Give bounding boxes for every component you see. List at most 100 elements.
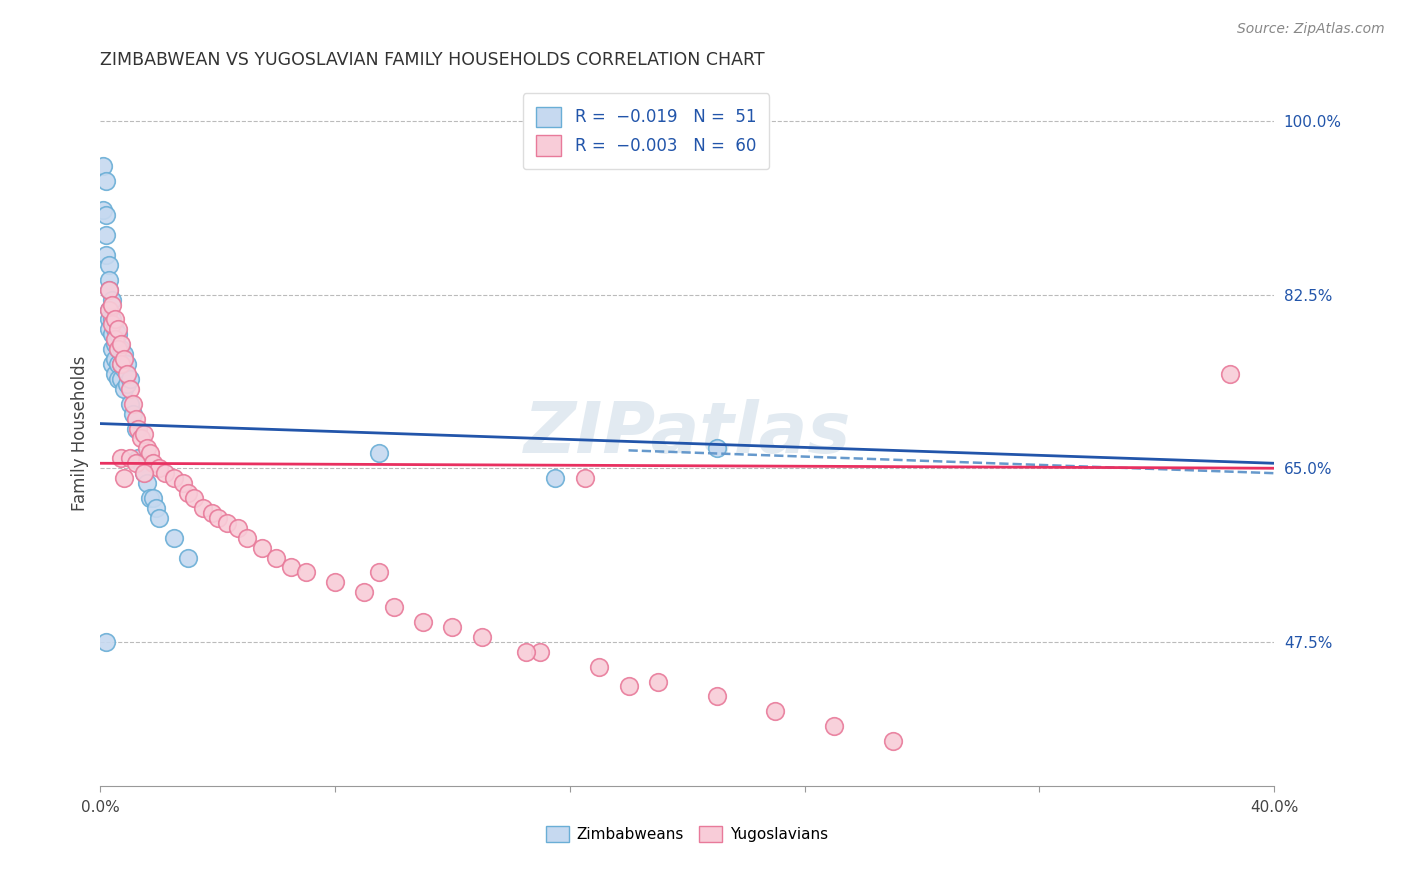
Point xyxy=(134,466,156,480)
Point xyxy=(250,541,273,555)
Point xyxy=(323,575,346,590)
Text: Source: ZipAtlas.com: Source: ZipAtlas.com xyxy=(1237,22,1385,37)
Point xyxy=(104,312,127,326)
Point xyxy=(368,566,391,580)
Point xyxy=(121,407,143,421)
Point xyxy=(177,550,200,565)
Point xyxy=(110,451,132,466)
Point xyxy=(368,446,391,460)
Point xyxy=(112,352,135,367)
Point xyxy=(112,347,135,361)
Point xyxy=(134,466,156,480)
Point xyxy=(588,659,610,673)
Point xyxy=(110,337,132,351)
Point xyxy=(96,635,118,649)
Point xyxy=(441,620,464,634)
Point xyxy=(91,159,114,173)
Point xyxy=(163,471,186,485)
Point xyxy=(148,511,170,525)
Point xyxy=(172,476,194,491)
Point xyxy=(118,451,141,466)
Point xyxy=(134,426,156,441)
Point xyxy=(131,432,153,446)
Point xyxy=(574,471,596,485)
Point xyxy=(118,372,141,386)
Point xyxy=(215,516,238,530)
Point xyxy=(98,322,121,336)
Point xyxy=(136,442,159,456)
Point xyxy=(139,446,162,460)
Point xyxy=(412,615,434,629)
Text: ZIMBABWEAN VS YUGOSLAVIAN FAMILY HOUSEHOLDS CORRELATION CHART: ZIMBABWEAN VS YUGOSLAVIAN FAMILY HOUSEHO… xyxy=(100,51,765,69)
Point xyxy=(353,585,375,599)
Point xyxy=(101,342,124,356)
Point xyxy=(515,645,537,659)
Point xyxy=(110,357,132,371)
Point xyxy=(110,357,132,371)
Point xyxy=(121,397,143,411)
Text: ZIPatlas: ZIPatlas xyxy=(523,399,851,468)
Point xyxy=(91,203,114,218)
Point xyxy=(706,442,728,456)
Point xyxy=(763,704,786,718)
Point xyxy=(128,421,150,435)
Point xyxy=(207,511,229,525)
Point xyxy=(104,337,127,351)
Point xyxy=(101,312,124,326)
Point xyxy=(266,550,288,565)
Point xyxy=(96,228,118,243)
Point xyxy=(96,208,118,222)
Point xyxy=(107,372,129,386)
Point xyxy=(104,352,127,367)
Point xyxy=(236,531,259,545)
Point xyxy=(163,531,186,545)
Point xyxy=(118,382,141,396)
Point xyxy=(183,491,205,505)
Point xyxy=(104,367,127,381)
Point xyxy=(96,248,118,262)
Point xyxy=(112,362,135,376)
Point xyxy=(110,372,132,386)
Point xyxy=(148,461,170,475)
Point xyxy=(101,327,124,342)
Point xyxy=(112,382,135,396)
Point xyxy=(706,690,728,704)
Point xyxy=(177,486,200,500)
Point xyxy=(107,322,129,336)
Point xyxy=(98,302,121,317)
Point xyxy=(98,312,121,326)
Point xyxy=(382,600,405,615)
Point xyxy=(191,500,214,515)
Point xyxy=(112,471,135,485)
Point xyxy=(136,476,159,491)
Y-axis label: Family Households: Family Households xyxy=(72,356,89,511)
Point xyxy=(107,342,129,356)
Point xyxy=(139,491,162,505)
Point xyxy=(131,456,153,470)
Point xyxy=(107,327,129,342)
Point xyxy=(153,466,176,480)
Point xyxy=(101,318,124,332)
Point xyxy=(226,521,249,535)
Point xyxy=(201,506,224,520)
Point xyxy=(128,451,150,466)
Point xyxy=(142,456,165,470)
Point xyxy=(96,173,118,187)
Point xyxy=(104,332,127,346)
Point xyxy=(145,500,167,515)
Point xyxy=(142,491,165,505)
Point xyxy=(98,258,121,272)
Point xyxy=(98,283,121,297)
Point xyxy=(544,471,567,485)
Point xyxy=(617,680,640,694)
Point xyxy=(98,302,121,317)
Point xyxy=(115,367,138,381)
Legend: R =  −0.019   N =  51, R =  −0.003   N =  60: R = −0.019 N = 51, R = −0.003 N = 60 xyxy=(523,93,769,169)
Point xyxy=(107,357,129,371)
Point xyxy=(104,322,127,336)
Point xyxy=(98,283,121,297)
Point xyxy=(118,397,141,411)
Point xyxy=(124,411,146,425)
Point xyxy=(98,273,121,287)
Point xyxy=(101,297,124,311)
